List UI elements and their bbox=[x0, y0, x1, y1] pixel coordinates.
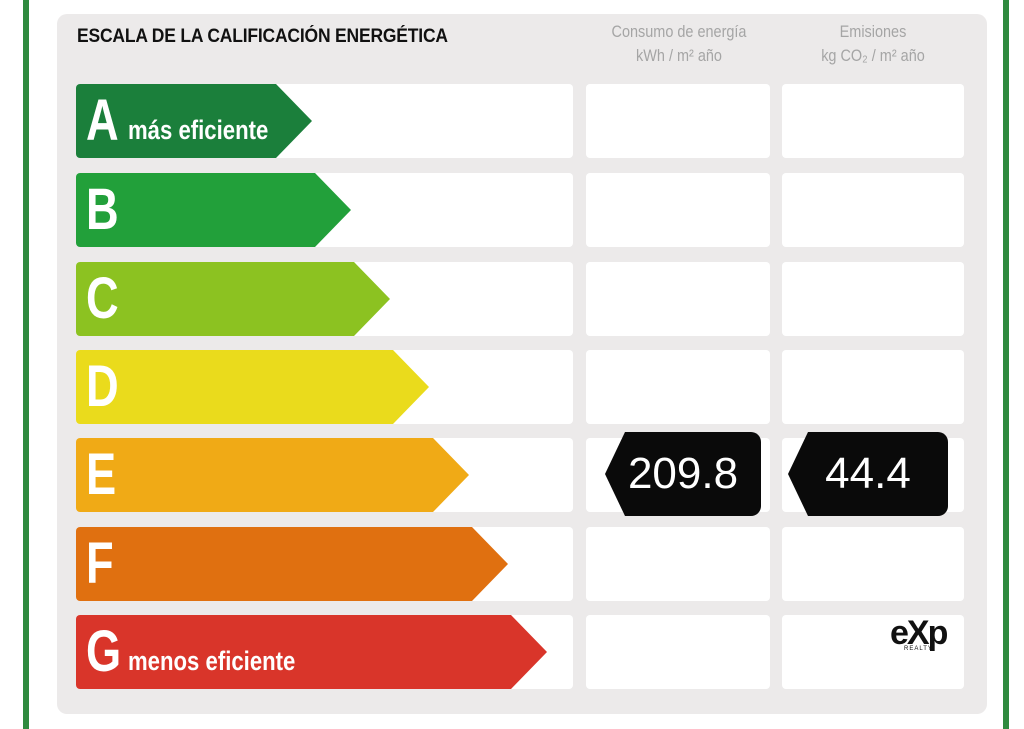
energy-value-badge: 209.8 bbox=[605, 432, 761, 516]
emissions-cell-g bbox=[782, 615, 964, 689]
logo-text: eXp bbox=[890, 614, 948, 652]
energy-cell-d bbox=[586, 350, 770, 424]
emissions-cell-f bbox=[782, 527, 964, 601]
emissions-cell-b bbox=[782, 173, 964, 247]
rating-sublabel-a: más eficiente bbox=[128, 115, 269, 145]
rating-row-f: F bbox=[0, 527, 1024, 605]
energy-cell-a bbox=[586, 84, 770, 158]
energy-header-units: kWh / m² año bbox=[636, 46, 722, 65]
rating-letter-c: C bbox=[86, 266, 119, 331]
right-frame-border bbox=[1003, 0, 1009, 729]
rating-arrow-g bbox=[76, 615, 547, 689]
energy-cell-c bbox=[586, 262, 770, 336]
rating-row-b: B bbox=[0, 173, 1024, 251]
rating-arrow-c bbox=[76, 262, 390, 336]
energy-column-header: Consumo de energía kWh / m² año bbox=[598, 20, 760, 68]
logo-subtext: REALTY bbox=[904, 646, 933, 652]
rating-letter-b: B bbox=[86, 177, 119, 242]
emissions-value-badge: 44.4 bbox=[788, 432, 948, 516]
emissions-column-header: Emisiones kg CO₂ / m² año bbox=[792, 20, 954, 68]
energy-cell-g bbox=[586, 615, 770, 689]
rating-letter-d: D bbox=[86, 354, 119, 419]
rating-arrow-a bbox=[76, 84, 312, 158]
rating-row-g: G menos eficiente bbox=[0, 615, 1024, 693]
energy-cell-f bbox=[586, 527, 770, 601]
rating-letter-e: E bbox=[86, 442, 117, 507]
rating-sublabel-g: menos eficiente bbox=[128, 646, 296, 676]
rating-arrow-b bbox=[76, 173, 351, 247]
emissions-cell-c bbox=[782, 262, 964, 336]
rating-arrow-e bbox=[76, 438, 469, 512]
rating-letter-g: G bbox=[86, 619, 122, 684]
rating-letter-f: F bbox=[86, 531, 114, 596]
rating-row-c: C bbox=[0, 262, 1024, 340]
rating-row-d: D bbox=[0, 350, 1024, 428]
energy-cell-b bbox=[586, 173, 770, 247]
emissions-cell-d bbox=[782, 350, 964, 424]
left-frame-border bbox=[23, 0, 29, 729]
exp-realty-logo: eXp REALTY bbox=[890, 614, 964, 658]
emissions-cell-a bbox=[782, 84, 964, 158]
energy-header-line1: Consumo de energía bbox=[611, 22, 747, 41]
emissions-header-units: kg CO₂ / m² año bbox=[821, 46, 925, 65]
emissions-header-line1: Emisiones bbox=[839, 22, 907, 41]
scale-title: ESCALA DE LA CALIFICACIÓN ENERGÉTICA bbox=[77, 26, 448, 47]
rating-row-a: A más eficiente bbox=[0, 84, 1024, 162]
rating-letter-a: A bbox=[86, 88, 119, 153]
rating-arrow-d bbox=[76, 350, 429, 424]
rating-arrow-f bbox=[76, 527, 508, 601]
